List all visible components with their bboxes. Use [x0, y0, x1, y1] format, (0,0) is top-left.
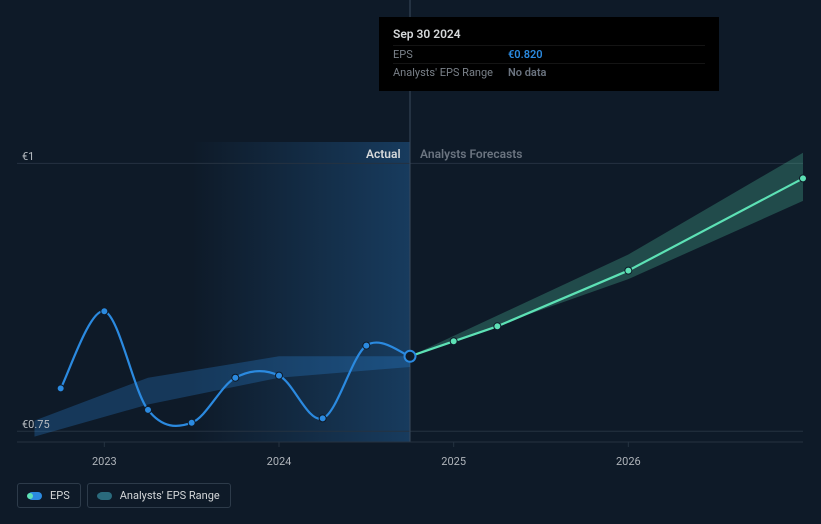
tooltip-row-label: EPS [393, 48, 508, 61]
legend-item[interactable]: EPS [17, 483, 81, 508]
forecast-region-label: Analysts Forecasts [420, 147, 522, 161]
tooltip-row-value: No data [508, 66, 546, 79]
tooltip-row: EPS€0.820 [393, 45, 705, 63]
chart-legend: EPS Analysts' EPS Range [17, 483, 231, 508]
x-axis-label: 2026 [616, 455, 641, 468]
y-axis-label: €1 [22, 150, 34, 163]
tooltip-row: Analysts' EPS RangeNo data [393, 63, 705, 81]
legend-label: Analysts' EPS Range [120, 489, 220, 502]
legend-label: EPS [50, 489, 70, 502]
actual-region-label: Actual [366, 147, 401, 161]
tooltip-date: Sep 30 2024 [393, 27, 705, 41]
y-axis-label: €0.75 [22, 418, 50, 431]
tooltip-row-value: €0.820 [508, 48, 543, 61]
x-axis-label: 2023 [92, 455, 117, 468]
x-axis-label: 2025 [441, 455, 466, 468]
x-axis-label: 2024 [267, 455, 292, 468]
legend-item[interactable]: Analysts' EPS Range [87, 483, 231, 508]
legend-swatch [28, 492, 42, 500]
chart-tooltip: Sep 30 2024 EPS€0.820Analysts' EPS Range… [379, 17, 719, 91]
legend-swatch [98, 492, 112, 500]
tooltip-row-label: Analysts' EPS Range [393, 66, 508, 79]
